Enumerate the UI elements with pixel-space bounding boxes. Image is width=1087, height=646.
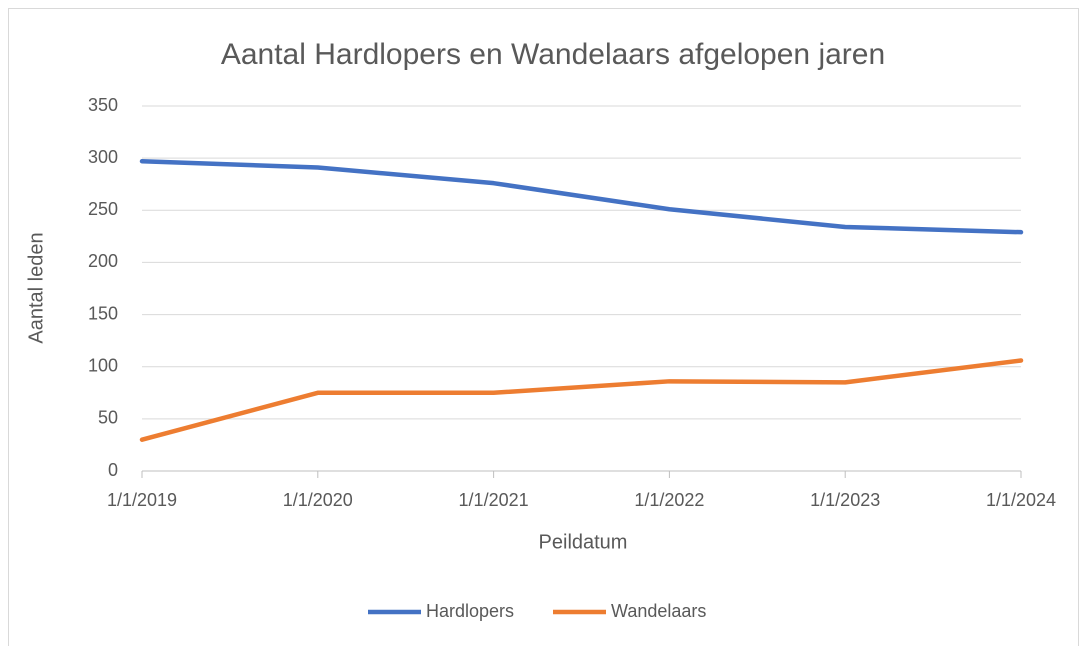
y-tick-label: 200 [88,251,118,271]
x-tick-label: 1/1/2021 [459,490,529,510]
x-tick-label: 1/1/2020 [283,490,353,510]
y-tick-label: 250 [88,199,118,219]
y-tick-label: 0 [108,460,118,480]
x-tick-label: 1/1/2023 [810,490,880,510]
y-tick-label: 350 [88,95,118,115]
y-tick-label: 100 [88,355,118,375]
chart-title: Aantal Hardlopers en Wandelaars afgelope… [221,38,885,71]
y-tick-label: 50 [98,408,118,428]
x-tick-label: 1/1/2022 [634,490,704,510]
y-axis-title: Aantal leden [25,232,47,343]
legend-label: Wandelaars [611,601,706,621]
legend-label: Hardlopers [426,601,514,621]
chart-border [8,8,1079,646]
series-line [139,159,1024,235]
y-tick-label: 300 [88,147,118,167]
series-line [139,358,1024,442]
x-tick-label: 1/1/2019 [107,490,177,510]
x-tick-label: 1/1/2024 [986,490,1056,510]
y-tick-label: 150 [88,303,118,323]
x-axis-title: Peildatum [539,531,628,553]
